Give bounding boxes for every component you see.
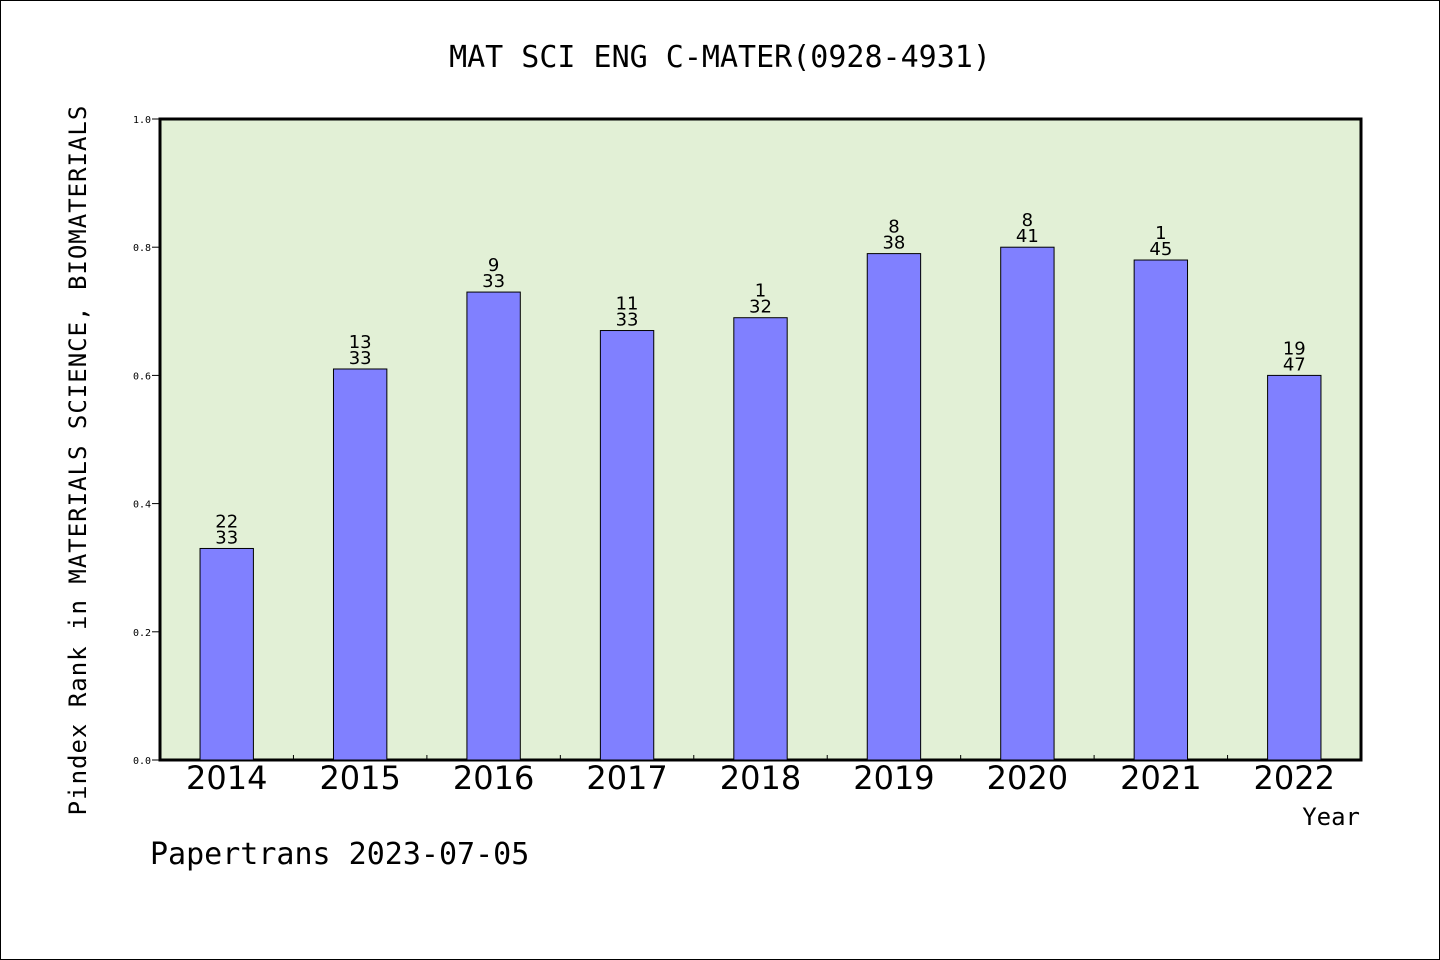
x-tick-label-2014: 2014 <box>186 759 267 797</box>
total-label-2016: 33 <box>482 271 505 292</box>
bar-2022 <box>1267 374 1322 761</box>
x-tick-label-2020: 2020 <box>987 759 1068 797</box>
rank-label-2019: 8 <box>888 217 899 238</box>
total-label-2018: 32 <box>749 297 772 318</box>
x-tick-label-2018: 2018 <box>720 759 801 797</box>
x-tick-label-2019: 2019 <box>853 759 934 797</box>
bar-2018 <box>733 317 788 761</box>
rank-label-2015: 13 <box>349 332 372 353</box>
footer-credit: Papertrans 2023-07-05 <box>150 837 529 872</box>
x-axis-label: Year <box>1302 803 1360 831</box>
x-tick-label-2016: 2016 <box>453 759 534 797</box>
bar-2017 <box>599 330 655 761</box>
bars-group <box>199 246 1322 761</box>
y-tick-label-0.4: 0.4 <box>133 500 151 511</box>
total-label-2014: 33 <box>215 527 238 548</box>
y-tick-label-0.8: 0.8 <box>133 243 151 254</box>
chart-title: MAT SCI ENG C-MATER(0928-4931) <box>449 40 991 75</box>
rank-label-2021: 1 <box>1155 223 1166 244</box>
y-tick-label-0.6: 0.6 <box>133 371 151 382</box>
rank-label-2016: 9 <box>488 255 499 276</box>
x-tick-label-2015: 2015 <box>319 759 400 797</box>
rank-label-2017: 11 <box>616 294 639 315</box>
total-label-2019: 38 <box>882 233 905 254</box>
x-tick-label-2021: 2021 <box>1120 759 1201 797</box>
rank-label-2020: 8 <box>1022 210 1033 231</box>
bar-2021 <box>1133 259 1189 761</box>
x-tick-label-2017: 2017 <box>586 759 667 797</box>
y-axis-label: Pindex Rank in MATERIALS SCIENCE, BIOMAT… <box>64 105 92 816</box>
total-label-2021: 45 <box>1149 239 1172 260</box>
rank-label-2014: 22 <box>215 511 238 532</box>
x-tick-label-2022: 2022 <box>1254 759 1335 797</box>
bar-2020 <box>1000 246 1055 761</box>
total-label-2015: 33 <box>349 348 372 369</box>
x-axis-ticks: 2014 2015 2016 2017 2018 2019 2020 2021 2022 <box>186 755 1335 797</box>
total-label-2020: 41 <box>1016 226 1039 247</box>
bar-2016 <box>466 291 521 761</box>
rank-label-2018: 1 <box>755 281 766 302</box>
y-tick-label-0.2: 0.2 <box>133 628 151 639</box>
bar-2014 <box>199 547 254 761</box>
total-label-2022: 47 <box>1283 354 1306 375</box>
y-tick-label-1.0: 1.0 <box>133 115 151 126</box>
rank-label-2022: 19 <box>1283 338 1306 359</box>
bar-2019 <box>866 253 922 761</box>
y-axis-ticks: 0.0 0.2 0.4 0.6 0.8 1.0 <box>133 115 160 767</box>
bar-2015 <box>332 368 388 761</box>
y-tick-label-0.0: 0.0 <box>133 756 151 767</box>
total-label-2017: 33 <box>616 310 639 331</box>
